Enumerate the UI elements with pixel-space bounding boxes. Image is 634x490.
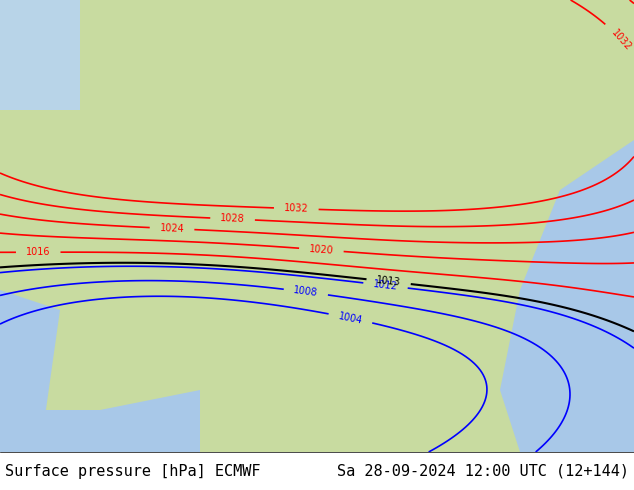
Text: 1032: 1032 bbox=[609, 27, 633, 52]
Text: 1013: 1013 bbox=[376, 275, 401, 288]
Text: 1008: 1008 bbox=[293, 286, 319, 298]
Text: 1032: 1032 bbox=[284, 203, 309, 214]
Bar bbox=[0, 452, 634, 490]
FancyBboxPatch shape bbox=[0, 0, 80, 110]
Text: 1020: 1020 bbox=[309, 244, 334, 256]
Text: 1012: 1012 bbox=[373, 279, 398, 292]
Text: Sa 28-09-2024 12:00 UTC (12+144): Sa 28-09-2024 12:00 UTC (12+144) bbox=[337, 464, 629, 479]
Polygon shape bbox=[500, 140, 634, 452]
Text: Surface pressure [hPa] ECMWF: Surface pressure [hPa] ECMWF bbox=[5, 464, 261, 479]
Text: 1028: 1028 bbox=[220, 214, 245, 224]
Polygon shape bbox=[0, 390, 200, 452]
Text: 1004: 1004 bbox=[337, 311, 363, 325]
Text: 1016: 1016 bbox=[26, 247, 51, 257]
Text: 1024: 1024 bbox=[160, 223, 184, 234]
Polygon shape bbox=[0, 290, 60, 452]
